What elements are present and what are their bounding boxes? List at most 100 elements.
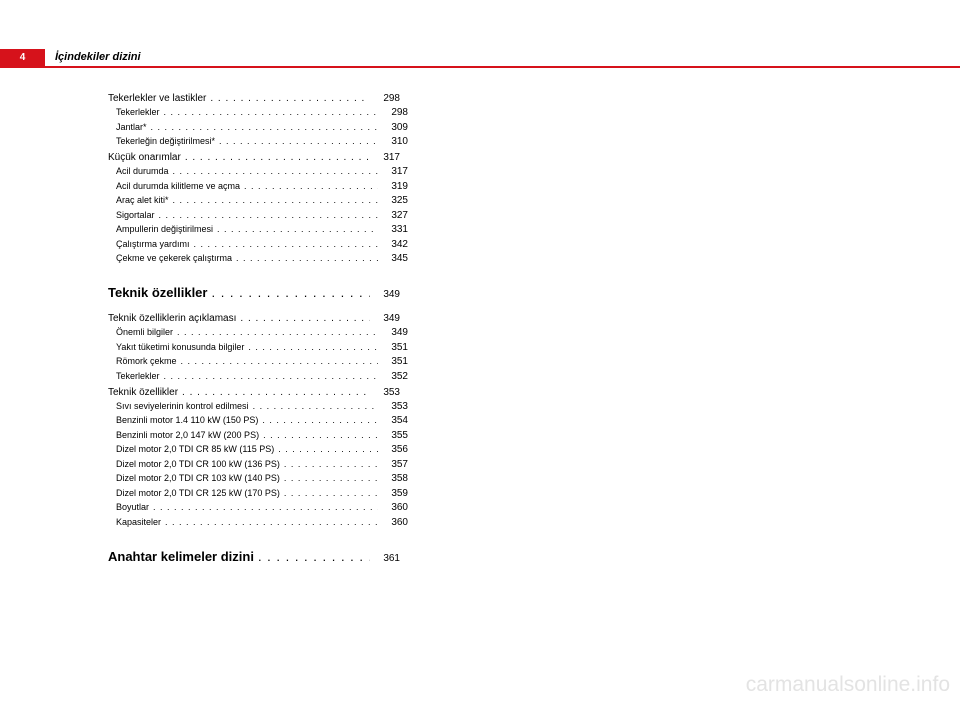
toc-page: 356: [378, 445, 408, 455]
toc-page: 317: [378, 167, 408, 177]
toc-page: 317: [370, 153, 400, 163]
toc-label: Römork çekme: [116, 357, 177, 366]
toc-row: Küçük onarımlar. . . . . . . . . . . . .…: [108, 153, 400, 163]
toc-label: Teknik özelliklerin açıklaması: [108, 314, 236, 324]
toc-page: 354: [378, 416, 408, 426]
toc-page: 360: [378, 503, 408, 513]
header-rule: [0, 66, 960, 68]
toc-row: Teknik özellikler. . . . . . . . . . . .…: [108, 286, 400, 300]
toc-row: Ampullerin değiştirilmesi. . . . . . . .…: [108, 225, 408, 235]
toc-row: Tekerlekler. . . . . . . . . . . . . . .…: [108, 108, 408, 118]
toc-leader: . . . . . . . . . . . . . . . . . . . . …: [259, 431, 378, 440]
toc-leader: . . . . . . . . . . . . . . . . . . . . …: [169, 167, 378, 176]
toc-label: Kapasiteler: [116, 518, 161, 527]
toc-leader: . . . . . . . . . . . . . . . . . . . . …: [169, 196, 378, 205]
toc-leader: . . . . . . . . . . . . . . . . . . . . …: [177, 357, 378, 366]
toc-label: Önemli bilgiler: [116, 328, 173, 337]
toc-row: Sigortalar. . . . . . . . . . . . . . . …: [108, 211, 408, 221]
toc-row: Benzinli motor 2,0 147 kW (200 PS). . . …: [108, 431, 408, 441]
toc-row: Çalıştırma yardımı. . . . . . . . . . . …: [108, 240, 408, 250]
toc-page: 352: [378, 372, 408, 382]
toc-page: 353: [378, 402, 408, 412]
toc-row: Dizel motor 2,0 TDI CR 125 kW (170 PS). …: [108, 489, 408, 499]
toc-page: 345: [378, 254, 408, 264]
toc-label: Çalıştırma yardımı: [116, 240, 190, 249]
toc-leader: . . . . . . . . . . . . . . . . . . . . …: [173, 328, 378, 337]
toc-page: 357: [378, 460, 408, 470]
toc-leader: . . . . . . . . . . . . . . . . . . . . …: [147, 123, 378, 132]
toc-leader: . . . . . . . . . . . . . . . . . . . . …: [149, 503, 378, 512]
toc-page: 359: [378, 489, 408, 499]
toc-page: 358: [378, 474, 408, 484]
toc-page: 351: [378, 343, 408, 353]
toc-page: 349: [370, 290, 400, 300]
toc-label: Tekerlekler: [116, 372, 160, 381]
toc-row: Önemli bilgiler. . . . . . . . . . . . .…: [108, 328, 408, 338]
toc-leader: . . . . . . . . . . . . . . . . . . . . …: [254, 550, 370, 563]
toc-label: Dizel motor 2,0 TDI CR 100 kW (136 PS): [116, 460, 280, 469]
toc-page: 309: [378, 123, 408, 133]
toc-label: Çekme ve çekerek çalıştırma: [116, 254, 232, 263]
toc-page: 327: [378, 211, 408, 221]
toc-row: Tekerlekler. . . . . . . . . . . . . . .…: [108, 372, 408, 382]
toc-leader: . . . . . . . . . . . . . . . . . . . . …: [280, 489, 378, 498]
toc-label: Sıvı seviyelerinin kontrol edilmesi: [116, 402, 249, 411]
toc-leader: . . . . . . . . . . . . . . . . . . . . …: [161, 518, 378, 527]
toc-label: Dizel motor 2,0 TDI CR 125 kW (170 PS): [116, 489, 280, 498]
toc-leader: . . . . . . . . . . . . . . . . . . . . …: [240, 182, 378, 191]
toc-leader: . . . . . . . . . . . . . . . . . . . . …: [249, 402, 378, 411]
page: 4 İçindekiler dizini Tekerlekler ve last…: [0, 0, 960, 701]
toc-label: Dizel motor 2,0 TDI CR 103 kW (140 PS): [116, 474, 280, 483]
toc-leader: . . . . . . . . . . . . . . . . . . . . …: [160, 372, 378, 381]
toc-page: 361: [370, 554, 400, 564]
toc-row: Kapasiteler. . . . . . . . . . . . . . .…: [108, 518, 408, 528]
toc-leader: . . . . . . . . . . . . . . . . . . . . …: [236, 314, 370, 324]
toc-page: 355: [378, 431, 408, 441]
toc-row: Römork çekme. . . . . . . . . . . . . . …: [108, 357, 408, 367]
toc-leader: . . . . . . . . . . . . . . . . . . . . …: [206, 94, 370, 104]
toc-row: Acil durumda kilitleme ve açma. . . . . …: [108, 182, 408, 192]
toc-label: Benzinli motor 1.4 110 kW (150 PS): [116, 416, 258, 425]
toc-label: Sigortalar: [116, 211, 155, 220]
toc-row: Acil durumda. . . . . . . . . . . . . . …: [108, 167, 408, 177]
toc-row: Boyutlar. . . . . . . . . . . . . . . . …: [108, 503, 408, 513]
header-title: İçindekiler dizini: [55, 51, 141, 63]
toc-row: Dizel motor 2,0 TDI CR 100 kW (136 PS). …: [108, 460, 408, 470]
toc-page: 319: [378, 182, 408, 192]
toc-page: 342: [378, 240, 408, 250]
toc-label: Anahtar kelimeler dizini: [108, 550, 254, 563]
toc-row: Yakıt tüketimi konusunda bilgiler. . . .…: [108, 343, 408, 353]
toc-leader: . . . . . . . . . . . . . . . . . . . . …: [215, 137, 378, 146]
toc-page: 310: [378, 137, 408, 147]
toc-leader: . . . . . . . . . . . . . . . . . . . . …: [232, 254, 378, 263]
toc-page: 349: [370, 314, 400, 324]
toc-label: Tekerleğin değiştirilmesi*: [116, 137, 215, 146]
toc-leader: . . . . . . . . . . . . . . . . . . . . …: [207, 286, 370, 299]
toc-leader: . . . . . . . . . . . . . . . . . . . . …: [280, 460, 378, 469]
toc-label: Teknik özellikler: [108, 286, 207, 299]
toc-page: 360: [378, 518, 408, 528]
toc-page: 351: [378, 357, 408, 367]
toc-label: Küçük onarımlar: [108, 153, 181, 163]
toc-label: Tekerlekler: [116, 108, 160, 117]
toc-leader: . . . . . . . . . . . . . . . . . . . . …: [155, 211, 378, 220]
toc-leader: . . . . . . . . . . . . . . . . . . . . …: [181, 153, 370, 163]
toc-row: Benzinli motor 1.4 110 kW (150 PS). . . …: [108, 416, 408, 426]
toc-row: Tekerleğin değiştirilmesi*. . . . . . . …: [108, 137, 408, 147]
toc-label: Dizel motor 2,0 TDI CR 85 kW (115 PS): [116, 445, 274, 454]
toc-leader: . . . . . . . . . . . . . . . . . . . . …: [160, 108, 378, 117]
toc-row: Anahtar kelimeler dizini. . . . . . . . …: [108, 550, 400, 564]
toc-label: Boyutlar: [116, 503, 149, 512]
page-number: 4: [20, 52, 26, 63]
toc-leader: . . . . . . . . . . . . . . . . . . . . …: [190, 240, 378, 249]
toc-leader: . . . . . . . . . . . . . . . . . . . . …: [280, 474, 378, 483]
toc-label: Teknik özellikler: [108, 388, 178, 398]
toc-label: Benzinli motor 2,0 147 kW (200 PS): [116, 431, 259, 440]
toc-leader: . . . . . . . . . . . . . . . . . . . . …: [213, 225, 378, 234]
toc-page: 298: [378, 108, 408, 118]
toc-label: Ampullerin değiştirilmesi: [116, 225, 213, 234]
toc-leader: . . . . . . . . . . . . . . . . . . . . …: [244, 343, 378, 352]
toc-leader: . . . . . . . . . . . . . . . . . . . . …: [178, 388, 370, 398]
toc-page: 298: [370, 94, 400, 104]
page-number-tab: 4: [0, 49, 45, 66]
